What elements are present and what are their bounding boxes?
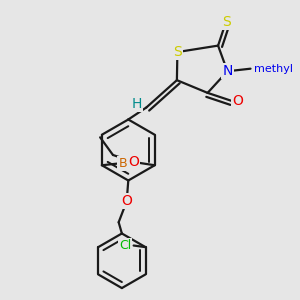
Text: H: H (132, 97, 142, 111)
Text: O: O (121, 194, 132, 208)
Text: O: O (128, 155, 139, 169)
Text: S: S (222, 14, 230, 28)
Text: O: O (232, 94, 243, 108)
Text: S: S (173, 45, 182, 59)
Text: Cl: Cl (119, 239, 131, 252)
Text: Br: Br (118, 157, 132, 170)
Text: methyl: methyl (254, 64, 293, 74)
Text: N: N (222, 64, 233, 78)
